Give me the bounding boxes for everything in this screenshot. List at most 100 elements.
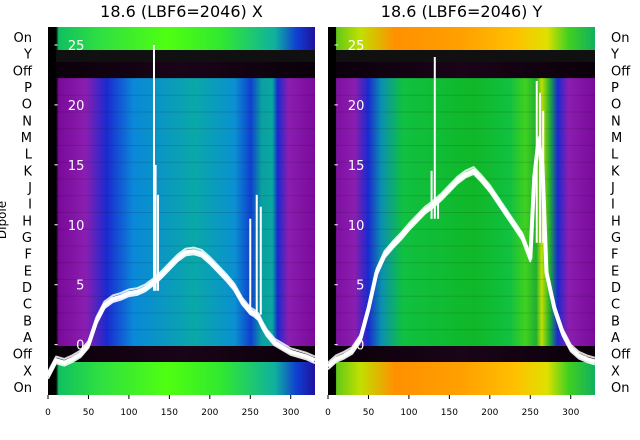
dipole-label: Off xyxy=(13,64,33,79)
x-tick-label: 100 xyxy=(120,408,137,418)
heatmap-row-stripe xyxy=(328,145,595,146)
x-tick-label: 0 xyxy=(45,408,51,418)
panel-y: 18.6 (LBF6=2046) YOnYOffPONMLKJIHGFEDCBA… xyxy=(325,2,631,418)
dipole-label: N xyxy=(611,114,621,129)
y-tick-label: 0 xyxy=(356,339,364,354)
dipole-label: M xyxy=(21,131,32,146)
dipole-label: I xyxy=(28,198,32,213)
y-tick-label: 25 xyxy=(68,39,85,54)
heatmap-row-stripe xyxy=(328,245,595,247)
dipole-label: Off xyxy=(611,348,631,363)
heatmap-row-stripe xyxy=(328,78,595,79)
series-line xyxy=(46,249,316,377)
heatmap-row-stripe xyxy=(48,279,315,280)
y-tick-label: 5 xyxy=(76,279,84,294)
heatmap-row-stripe xyxy=(48,78,315,79)
heatmap-band-bottom-on xyxy=(328,362,595,395)
dipole-label: K xyxy=(611,164,620,179)
heatmap-row-stripe xyxy=(48,262,315,264)
y-tick-label: 15 xyxy=(68,159,85,174)
dipole-label: A xyxy=(611,331,620,346)
heatmap-row-stripe xyxy=(328,161,595,163)
chart-title: 18.6 (LBF6=2046) Y xyxy=(381,2,543,21)
y-tick-label: 0 xyxy=(76,339,84,354)
dipole-label: N xyxy=(22,114,32,129)
dipole-label: E xyxy=(611,264,619,279)
y-tick-label: 20 xyxy=(68,99,85,114)
x-tick-label: 150 xyxy=(441,408,458,418)
heatmap-row-stripe xyxy=(48,178,315,180)
heatmap-row-stripe xyxy=(328,195,595,197)
x-tick-label: 150 xyxy=(161,408,178,418)
heatmap-row-stripe xyxy=(48,128,315,130)
dipole-label: P xyxy=(611,81,619,96)
dipole-label: B xyxy=(23,314,32,329)
dipole-label: Off xyxy=(611,64,631,79)
dipole-label: H xyxy=(22,214,32,229)
heatmap-band-top-on xyxy=(48,27,315,50)
x-tick-label: 250 xyxy=(242,408,259,418)
heatmap-row-stripe xyxy=(328,262,595,264)
x-tick-label: 250 xyxy=(522,408,539,418)
dipole-label: J xyxy=(27,181,32,196)
y-tick-label: 5 xyxy=(356,279,364,294)
dipole-label: O xyxy=(611,98,621,113)
dipole-label: X xyxy=(611,364,620,379)
heatmap-row-stripe xyxy=(328,295,595,297)
dipole-label: P xyxy=(24,81,32,96)
x-tick-label: 0 xyxy=(325,408,331,418)
dipole-label: X xyxy=(23,364,32,379)
heatmap-row-stripe xyxy=(328,312,595,314)
heatmap-row-stripe xyxy=(48,145,315,146)
dipole-label: D xyxy=(22,281,32,296)
heatmap-row-stripe xyxy=(48,111,315,113)
heatmap-row-stripe xyxy=(48,245,315,247)
heatmap-band-top-y xyxy=(328,50,595,62)
dipole-label: K xyxy=(23,164,32,179)
dipole-label: E xyxy=(24,264,32,279)
heatmap-row-stripe xyxy=(48,228,315,230)
series-line xyxy=(47,246,316,373)
heatmap-band-top-y xyxy=(48,50,315,62)
heatmap-row-stripe xyxy=(48,329,315,331)
dipole-label: C xyxy=(23,298,32,313)
x-tick-label: 100 xyxy=(400,408,417,418)
heatmap-band-bottom-off xyxy=(328,346,595,362)
dipole-label: L xyxy=(611,148,619,163)
y-tick-label: 25 xyxy=(348,39,365,54)
y-axis-label: Dipole xyxy=(0,201,9,239)
heatmap-band-top-on xyxy=(328,27,595,50)
dipole-label: C xyxy=(611,298,620,313)
dipole-label: F xyxy=(25,248,32,263)
heatmap-row-stripe xyxy=(48,195,315,197)
dipole-label: B xyxy=(611,314,620,329)
heatmap-edge xyxy=(328,27,337,395)
dipole-label: G xyxy=(611,231,621,246)
heatmap-row-stripe xyxy=(328,111,595,113)
heatmap-row-stripe xyxy=(48,295,315,297)
heatmap-edge xyxy=(48,27,57,395)
dipole-label: I xyxy=(611,198,615,213)
heatmap-row-stripe xyxy=(328,228,595,230)
heatmap-row-stripe xyxy=(48,212,315,213)
dipole-label: On xyxy=(14,381,32,396)
x-tick-label: 300 xyxy=(562,408,579,418)
heatmap-row-stripe xyxy=(328,329,595,331)
dipole-label: M xyxy=(611,131,622,146)
dipole-label: On xyxy=(611,381,629,396)
heatmap-row-stripe xyxy=(328,279,595,280)
x-tick-label: 200 xyxy=(201,408,218,418)
heatmap-band-top-off xyxy=(328,62,595,78)
heatmap-row-stripe xyxy=(328,212,595,213)
y-tick-label: 10 xyxy=(68,219,85,234)
dipole-label: Off xyxy=(13,348,33,363)
heatmap-band-bottom-off xyxy=(48,346,315,362)
dipole-label: H xyxy=(611,214,621,229)
dipole-label: L xyxy=(25,148,33,163)
dipole-label: Y xyxy=(610,48,619,63)
dipole-label: O xyxy=(22,98,32,113)
heatmap-band-main xyxy=(328,78,595,346)
heatmap-row-stripe xyxy=(48,94,315,96)
dipole-label: A xyxy=(23,331,32,346)
x-tick-label: 200 xyxy=(481,408,498,418)
